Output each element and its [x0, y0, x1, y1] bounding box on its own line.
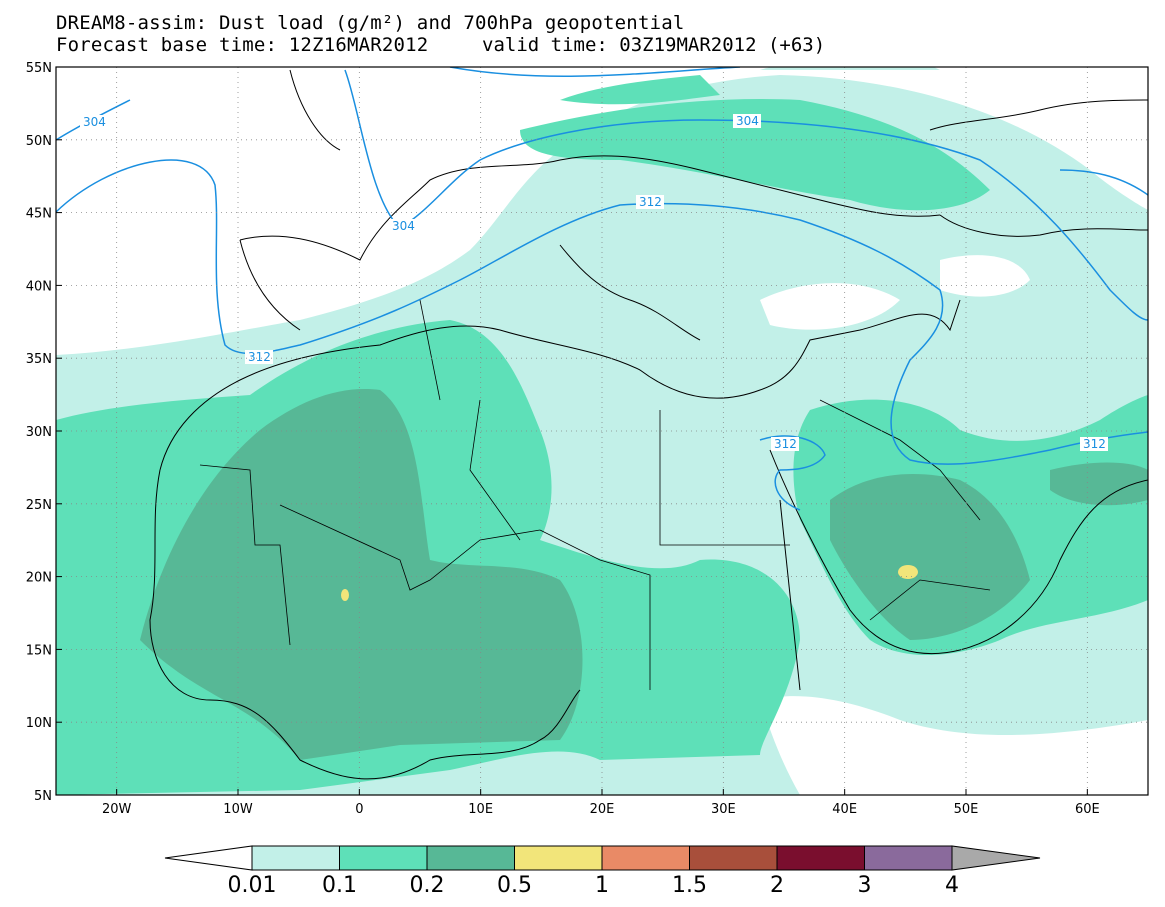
lat-tick-label: 20N — [26, 571, 52, 586]
lon-tick-label: 30E — [711, 802, 736, 817]
lat-tick-label: 35N — [26, 352, 52, 367]
latitude-axis: 5N 10N 15N 20N 25N 30N 35N 40N 45N 50N 55N — [26, 61, 62, 804]
lon-tick-label: 10E — [468, 802, 493, 817]
lon-tick-label: 0 — [355, 802, 363, 817]
valid-time: valid time: 03Z19MAR2012 (+63) — [482, 34, 826, 56]
legend-swatch — [864, 845, 953, 871]
legend-swatch — [776, 845, 865, 871]
contour-label: 312 — [639, 195, 662, 209]
legend-swatch — [514, 845, 603, 871]
dust-shading-0.5 — [341, 565, 918, 601]
legend-swatch — [251, 845, 340, 871]
lon-tick-label: 50E — [954, 802, 979, 817]
legend-upper-extension — [951, 845, 1041, 871]
lon-tick-label: 10W — [223, 802, 253, 817]
map-title: DREAM8-assim: Dust load (g/m²) and 700hP… — [56, 12, 685, 34]
lon-tick-label: 20W — [102, 802, 132, 817]
lat-tick-label: 50N — [26, 134, 52, 149]
contour-label: 312 — [1083, 437, 1106, 451]
contour-label: 304 — [392, 219, 415, 233]
forecast-base-time: Forecast base time: 12Z16MAR2012 — [56, 34, 429, 56]
contour-label: 312 — [248, 350, 271, 364]
legend-label: 4 — [945, 873, 959, 898]
coastlines — [149, 69, 1148, 780]
legend-label: 3 — [858, 873, 872, 898]
lat-lon-grid — [56, 67, 1148, 795]
lat-tick-label: 30N — [26, 425, 52, 440]
legend-label: 1.5 — [672, 873, 707, 898]
lat-tick-label: 40N — [26, 279, 52, 294]
contour-label: 312 — [774, 437, 797, 451]
legend-swatch — [601, 845, 690, 871]
contour-label: 304 — [736, 114, 759, 128]
lat-tick-label: 55N — [26, 61, 52, 76]
legend-label: 2 — [770, 873, 784, 898]
contour-labels: 304 304 304 312 312 312 312 — [80, 114, 1108, 451]
country-borders — [199, 299, 991, 690]
dust-free-areas — [760, 255, 1148, 795]
color-legend: 0.01 0.1 0.2 0.5 1 1.5 2 3 4 — [164, 845, 1041, 898]
legend-swatch — [689, 845, 778, 871]
legend-label: 0.5 — [497, 873, 532, 898]
lon-tick-label: 40E — [832, 802, 857, 817]
legend-swatch — [339, 845, 428, 871]
longitude-axis: 20W 10W 0 10E 20E 30E 40E 50E 60E — [102, 789, 1100, 817]
lon-tick-label: 60E — [1075, 802, 1100, 817]
legend-label: 0.01 — [228, 873, 277, 898]
lon-tick-label: 20E — [590, 802, 615, 817]
legend-label: 0.1 — [322, 873, 357, 898]
lat-tick-label: 45N — [26, 207, 52, 222]
lat-tick-label: 25N — [26, 498, 52, 513]
map-area: 304 304 304 312 312 312 312 — [56, 67, 1148, 795]
legend-label: 1 — [595, 873, 609, 898]
lat-tick-label: 15N — [26, 643, 52, 658]
legend-lower-extension — [164, 845, 253, 871]
lat-tick-label: 5N — [34, 789, 52, 804]
lat-tick-label: 10N — [26, 716, 52, 731]
contour-label: 304 — [83, 115, 106, 129]
legend-swatch — [426, 845, 515, 871]
legend-label: 0.2 — [410, 873, 445, 898]
